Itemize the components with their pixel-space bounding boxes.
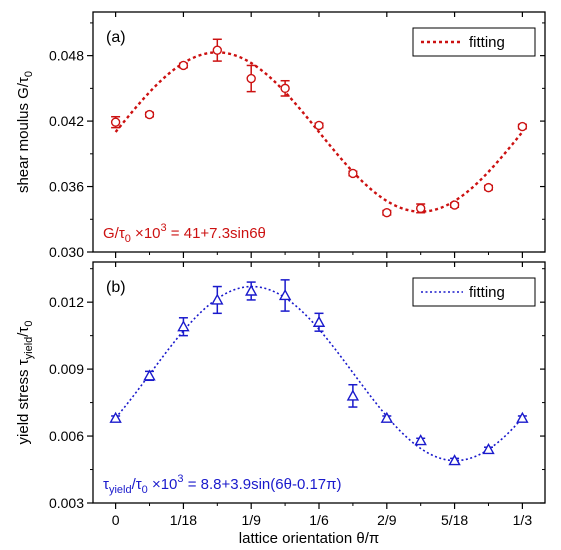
y-tick-label: 0.012 [49,294,84,310]
y-tick-label: 0.009 [49,361,84,377]
marker-circle [110,117,121,127]
y-tick-label: 0.006 [49,428,84,444]
data-point [382,208,392,218]
x-tick-label: 1/3 [513,512,533,528]
marker-circle [246,73,256,84]
y-tick-label: 0.030 [49,244,84,260]
marker-triangle [414,434,427,446]
x-tick-label: 1/18 [170,512,197,528]
data-point [346,383,360,408]
y-tick-label: 0.042 [49,113,84,129]
panel-a: 0.030 0.036 0.042 0.048 (a) shear moulus G/τ0… [15,11,546,260]
data-point [414,434,427,446]
marker-triangle [380,411,393,423]
x-tick-label: 2/9 [377,512,397,528]
data-point [517,121,528,132]
data-point [380,411,393,423]
data-point [448,454,461,466]
marker-triangle [448,454,461,466]
data-point [314,120,324,131]
marker-circle [483,182,494,193]
y-axis-label: shear moulus G/τ0 [15,71,35,193]
y-tick-label: 0.003 [49,495,84,511]
y-tick-label: 0.048 [49,48,84,64]
x-tick-label: 1/9 [241,512,261,528]
marker-triangle [109,411,122,423]
marker-triangle [143,369,156,381]
data-point [516,411,529,423]
x-tick-label: 1/6 [309,512,329,528]
x-axis-label: lattice orientation θ/π [239,530,379,547]
marker-circle [280,83,290,94]
data-point [278,279,292,312]
marker-circle [382,208,392,218]
marker-triangle [516,411,529,423]
data-point [143,369,156,382]
marker-circle [517,121,528,132]
legend-label: fitting [469,34,505,51]
data-point [348,168,358,179]
legend-box [412,277,536,307]
data-point [144,109,155,120]
data-point [449,200,460,210]
data-point [246,64,256,93]
data-point [212,38,223,62]
marker-triangle [278,289,292,301]
marker-circle [314,120,324,131]
panel-b: 0.003 0.006 0.009 0.012 0 1/18 1/9 1/6 2/9 5/18 1/… [15,261,546,547]
y-tick-label: 0.036 [49,179,84,195]
x-tick-label: 5/18 [441,512,468,528]
marker-triangle [211,293,224,305]
data-point [109,411,122,423]
data-point [415,203,426,214]
data-point [280,79,290,97]
formula-annotation: G/τ0 ×103 = 41+7.3sin6θ [103,222,266,245]
marker-circle [449,200,460,210]
data-point [245,281,258,301]
marker-triangle [245,284,258,296]
marker-triangle [312,315,326,327]
marker-triangle [482,443,495,455]
legend-label: fitting [469,284,505,301]
data-point [110,115,121,129]
marker-circle [144,109,155,120]
marker-circle [212,45,223,55]
data-point [482,443,495,455]
marker-circle [178,60,189,71]
data-point [178,60,189,71]
data-point [177,317,190,337]
marker-circle [415,203,426,214]
marker-triangle [346,389,360,401]
formula-annotation: τyield/τ0 ×103 = 8.8+3.9sin(6θ-0.17π) [103,473,341,496]
x-tick-label: 0 [112,512,120,528]
data-point [211,285,224,315]
marker-circle [348,168,358,179]
panel-label: (a) [106,29,126,46]
marker-triangle [177,320,190,332]
data-point [312,312,326,332]
panel-label: (b) [106,279,126,296]
y-axis-label: yield stress τyield/τ0 [15,321,35,445]
data-point [483,182,494,193]
